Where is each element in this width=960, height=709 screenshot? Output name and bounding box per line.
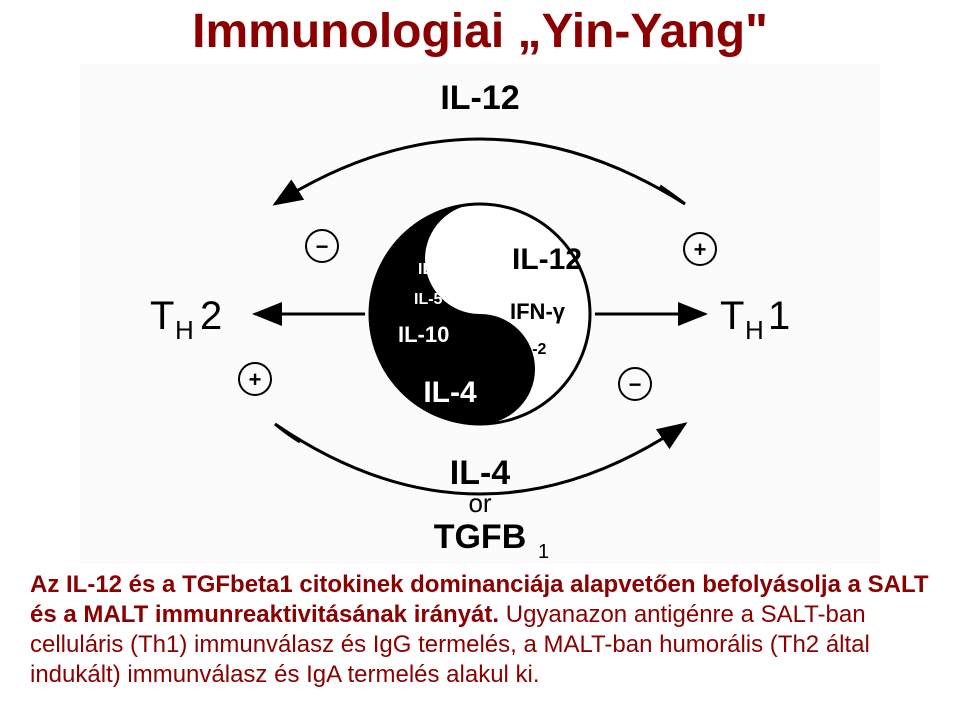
black-half-small2: IL-5 [414, 291, 443, 308]
svg-text:−: − [629, 372, 642, 397]
th1-label: T H 1 [720, 294, 790, 345]
svg-text:+: + [249, 367, 262, 392]
yin-yang-diagram: IL-12 IL-12 IFN-γ IL-2 IL-6 IL-5 IL-10 I… [80, 64, 880, 564]
svg-text:H: H [745, 315, 764, 345]
svg-text:T: T [150, 294, 174, 338]
caption-text: Az IL-12 és a TGFbeta1 citokinek dominan… [30, 570, 930, 690]
white-half-big: IL-12 [512, 243, 582, 276]
white-half-small: IL-2 [518, 341, 547, 358]
svg-text:+: + [694, 237, 707, 262]
bottom-label-1: IL-4 [450, 454, 511, 492]
svg-text:2: 2 [200, 294, 222, 338]
diagram-svg: IL-12 IL-12 IFN-γ IL-2 IL-6 IL-5 IL-10 I… [80, 64, 880, 564]
bottom-label-2: TGFB 1 [434, 518, 549, 563]
minus-sign-left: − [306, 230, 338, 262]
svg-text:−: − [316, 234, 329, 259]
plus-sign-right: + [684, 233, 716, 265]
th2-label: T H 2 [150, 294, 222, 345]
top-arc [275, 139, 685, 204]
bottom-label-or: or [468, 488, 491, 518]
black-half-big: IL-4 [423, 376, 477, 409]
svg-text:1: 1 [538, 541, 549, 563]
plus-sign-left: + [239, 363, 271, 395]
black-half-med: IL-10 [398, 322, 449, 347]
top-label: IL-12 [440, 79, 519, 117]
page-title: Immunologiai „Yin-Yang" [0, 4, 960, 59]
svg-text:T: T [720, 294, 744, 338]
svg-text:TGFB: TGFB [434, 518, 527, 556]
svg-text:1: 1 [768, 294, 790, 338]
svg-text:H: H [175, 315, 194, 345]
black-half-small1: IL-6 [418, 261, 447, 278]
minus-sign-right: − [619, 368, 651, 400]
white-half-med: IFN-γ [510, 299, 566, 324]
yin-yang-icon: IL-12 IFN-γ IL-2 IL-6 IL-5 IL-10 IL-4 [370, 204, 590, 424]
